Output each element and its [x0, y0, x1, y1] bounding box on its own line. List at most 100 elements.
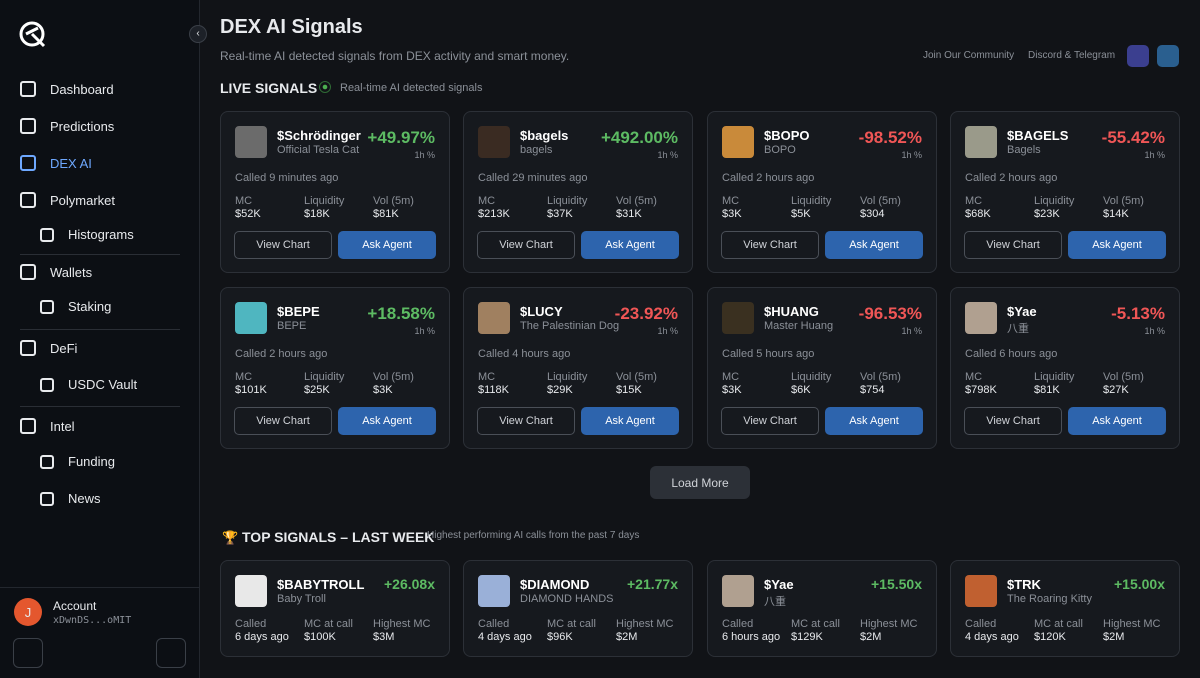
nav-label[interactable]: Histograms [68, 227, 134, 242]
ask-agent-button[interactable]: Ask Agent [825, 231, 923, 259]
notifications[interactable] [156, 638, 186, 668]
nav-icon [40, 227, 54, 242]
section-subtitle: Highest performing AI calls from the pas… [427, 530, 640, 541]
nav-label[interactable]: Dashboard [50, 81, 114, 97]
logo[interactable] [18, 20, 48, 50]
nav-item[interactable]: News [40, 491, 101, 506]
nav-item[interactable]: Wallets [20, 264, 92, 280]
nav-label[interactable]: DEX AI [50, 155, 92, 171]
stat-label: Called [478, 618, 510, 630]
nav-label[interactable]: Wallets [50, 264, 93, 280]
ask-agent-button[interactable]: Ask Agent [338, 231, 436, 259]
called-time: Called 29 minutes ago [478, 172, 588, 184]
nav-label[interactable]: DeFi [50, 340, 78, 356]
multiple: +15.00x [1114, 576, 1165, 592]
stat-label: Called [965, 618, 997, 630]
price-change: -98.52% [858, 128, 922, 147]
section-subtitle: Real-time AI detected signals [340, 82, 483, 94]
discord-button[interactable] [1127, 45, 1149, 67]
view-chart-button[interactable]: View Chart [477, 407, 575, 435]
nav-item[interactable]: Funding [40, 454, 115, 469]
stat-value: $101K [235, 384, 267, 396]
load-more-button[interactable]: Load More [650, 466, 750, 499]
token-name: BEPE [277, 320, 307, 332]
token-image [235, 302, 267, 334]
view-chart-button[interactable]: View Chart [477, 231, 575, 259]
nav-item[interactable]: USDC Vault [40, 377, 137, 392]
nav-label[interactable]: USDC Vault [68, 377, 138, 392]
stat-value: $29K [547, 384, 573, 396]
avatar[interactable]: J [14, 598, 42, 626]
stat-value: $23K [1034, 208, 1060, 220]
stat-label: Vol (5m) [860, 195, 901, 207]
stat-label: Highest MC [1103, 618, 1161, 630]
nav-label[interactable]: Intel [50, 418, 75, 434]
stat-label: Liquidity [1034, 371, 1075, 383]
nav-item[interactable]: Intel [20, 418, 75, 434]
token-image [722, 302, 754, 334]
view-chart-button[interactable]: View Chart [721, 231, 819, 259]
token-symbol: $Yae [1007, 304, 1037, 319]
ask-agent-button[interactable]: Ask Agent [581, 407, 679, 435]
stat-value: 4 days ago [965, 631, 1019, 643]
stat-label: Highest MC [616, 618, 674, 630]
stat-label: MC at call [304, 618, 353, 630]
multiple: +21.77x [627, 576, 678, 592]
view-chart-button[interactable]: View Chart [721, 407, 819, 435]
ask-agent-button[interactable]: Ask Agent [1068, 231, 1166, 259]
token-name: The Palestinian Dog [520, 320, 620, 332]
change-label: 1h % [901, 150, 922, 160]
nav-label[interactable]: Predictions [50, 118, 115, 134]
nav-label[interactable]: Polymarket [50, 192, 116, 208]
stat-label: MC at call [1034, 618, 1083, 630]
nav-label[interactable]: News [68, 491, 101, 506]
stat-value: $27K [1103, 384, 1129, 396]
divider [20, 329, 180, 330]
change-label: 1h % [414, 326, 435, 336]
nav-item[interactable]: DeFi [20, 340, 77, 356]
nav-item[interactable]: Staking [40, 299, 111, 314]
collapse-button[interactable]: ‹ [189, 25, 207, 43]
top-signal-card: $BABYTROLL Baby Troll +26.08x Called 6 days … [220, 560, 450, 657]
view-chart-button[interactable]: View Chart [234, 407, 332, 435]
nav-item[interactable]: Dashboard [20, 81, 114, 97]
stat-value: $18K [304, 208, 330, 220]
stat-value: $96K [547, 631, 573, 643]
view-chart-button[interactable]: View Chart [964, 407, 1062, 435]
nav-item[interactable]: DEX AI [20, 155, 92, 171]
stat-label: MC [235, 371, 253, 383]
nav-label[interactable]: Staking [68, 299, 112, 314]
stat-value: $213K [478, 208, 510, 220]
token-name: Master Huang [764, 320, 834, 332]
multiple: +15.50x [871, 576, 922, 592]
account-address[interactable]: xDwnDS...oMIT [53, 615, 132, 626]
nav-icon [40, 299, 54, 314]
nav-item[interactable]: Predictions [20, 118, 114, 134]
nav-item[interactable]: Polymarket [20, 192, 115, 208]
price-change: -55.42% [1101, 128, 1165, 147]
token-symbol: $BABYTROLL [277, 577, 365, 592]
nav-icon [40, 377, 54, 392]
page-subtitle: Real-time AI detected signals from DEX a… [220, 49, 570, 63]
view-chart-button[interactable]: View Chart [234, 231, 332, 259]
ask-agent-button[interactable]: Ask Agent [338, 407, 436, 435]
stat-label: Called [235, 618, 267, 630]
ask-agent-button[interactable]: Ask Agent [1068, 407, 1166, 435]
called-time: Called 6 hours ago [965, 348, 1058, 360]
nav-label[interactable]: Funding [68, 454, 115, 469]
telegram-button[interactable] [1157, 45, 1179, 67]
price-change: +18.58% [367, 304, 435, 323]
theme-toggle[interactable] [13, 638, 43, 668]
nav-item[interactable]: Histograms [40, 227, 134, 242]
ask-agent-button[interactable]: Ask Agent [825, 407, 923, 435]
token-image [235, 126, 267, 158]
stat-value: $2M [860, 631, 882, 643]
top-signal-card: $DIAMOND DIAMOND HANDS +21.77x Called 4 days… [463, 560, 693, 657]
divider [20, 406, 180, 407]
ask-agent-button[interactable]: Ask Agent [581, 231, 679, 259]
change-label: 1h % [414, 150, 435, 160]
divider [0, 587, 200, 588]
view-chart-button[interactable]: View Chart [964, 231, 1062, 259]
stat-value: $3K [722, 384, 742, 396]
stat-value: $118K [478, 384, 509, 396]
